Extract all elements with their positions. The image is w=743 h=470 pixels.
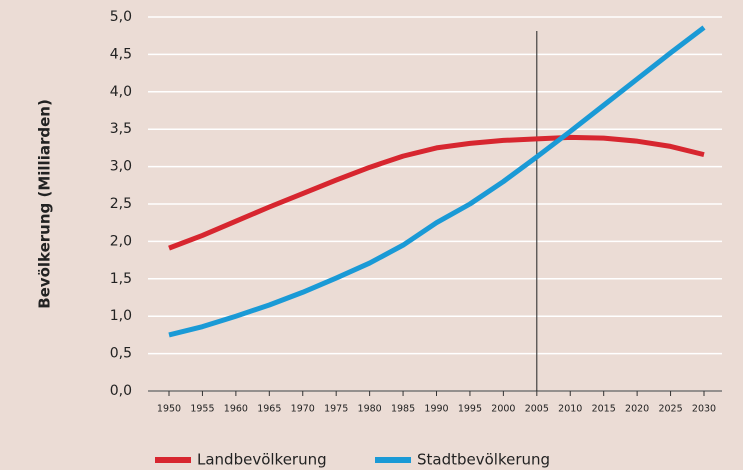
x-tick-label: 1950 <box>157 404 181 415</box>
y-tick-label: 3,5 <box>110 121 132 137</box>
series-line <box>168 134 705 251</box>
y-tick-label: 4,0 <box>110 84 132 100</box>
series-line <box>168 25 706 338</box>
y-tick-label: 1,0 <box>110 308 132 324</box>
x-tick-label: 1955 <box>190 404 214 415</box>
x-tick-label: 1965 <box>257 404 281 415</box>
y-tick-label: 2,5 <box>110 196 132 212</box>
x-tick-label: 2015 <box>592 404 616 415</box>
x-tick-label: 1975 <box>324 404 348 415</box>
x-tick-label: 2025 <box>658 404 682 415</box>
x-tick-label: 1980 <box>358 404 382 415</box>
y-tick-label: 1,5 <box>110 271 132 287</box>
x-tick-label: 2030 <box>692 404 716 415</box>
y-tick-label: 4,5 <box>110 46 132 62</box>
y-tick-label: 5,0 <box>110 9 132 25</box>
x-tick-label: 1995 <box>458 404 482 415</box>
x-tick-label: 2020 <box>625 404 649 415</box>
x-tick-label: 1985 <box>391 404 415 415</box>
y-tick-label: 3,0 <box>110 159 132 175</box>
legend-label: Landbevölkerung <box>197 451 327 469</box>
y-tick-label: 2,0 <box>110 233 132 249</box>
x-tick-label: 1960 <box>224 404 248 415</box>
y-axis-label: Bevölkerung (Milliarden) <box>36 99 54 309</box>
x-tick-label: 1990 <box>424 404 448 415</box>
x-tick-label: 2010 <box>558 404 582 415</box>
x-tick-label: 2005 <box>525 404 549 415</box>
y-tick-label: 0,5 <box>110 346 132 362</box>
y-tick-label: 0,0 <box>110 383 132 399</box>
x-tick-label: 1970 <box>291 404 315 415</box>
x-tick-label: 2000 <box>491 404 515 415</box>
legend-label: Stadtbevölkerung <box>417 451 550 469</box>
